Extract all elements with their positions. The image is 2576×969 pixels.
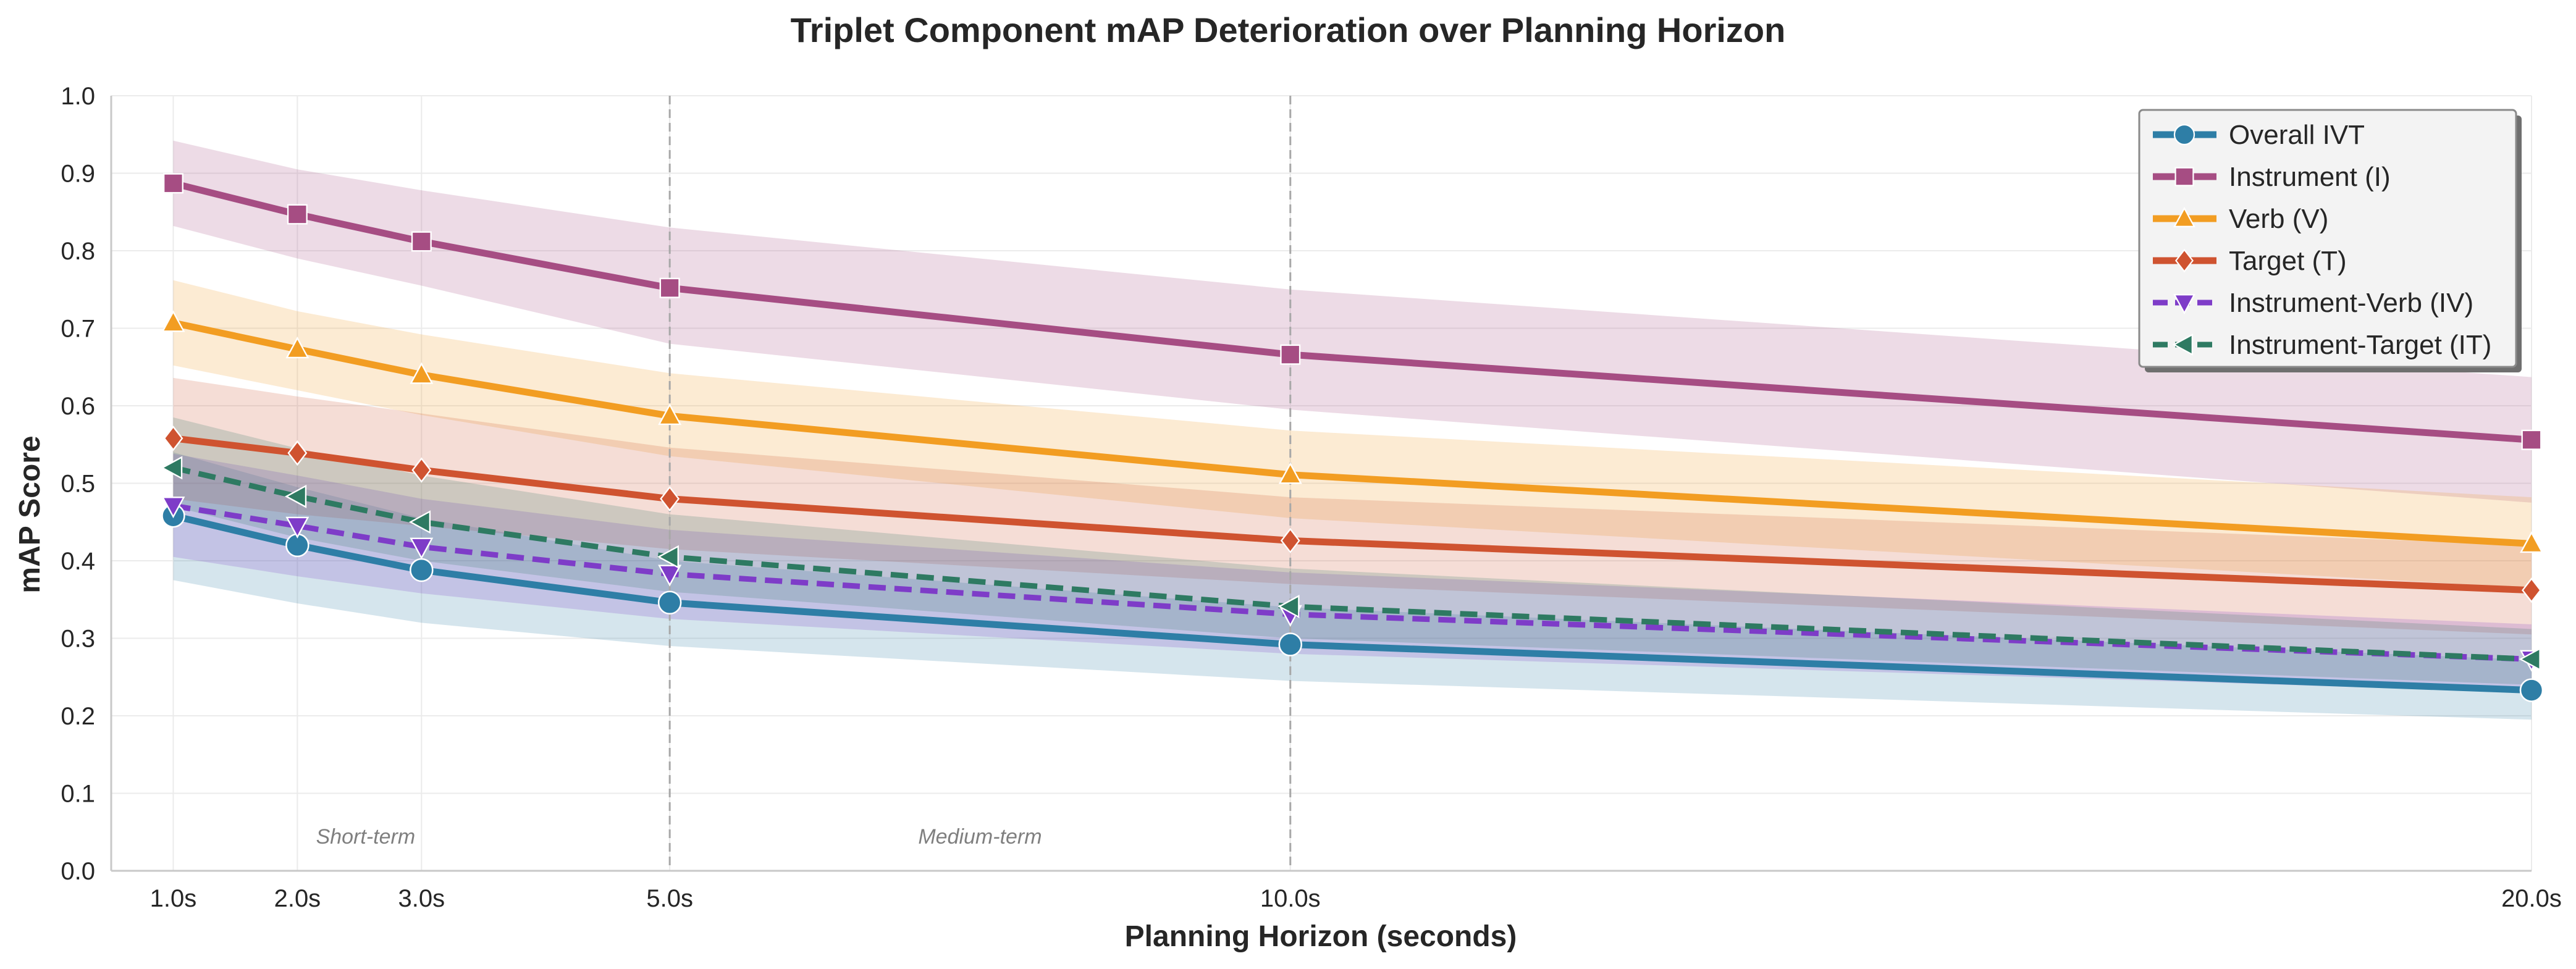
data-point (1280, 344, 1301, 365)
series-line-0 (169, 512, 2535, 694)
legend-label: Overall IVT (2229, 120, 2365, 150)
y-tick-label: 0.5 (61, 471, 95, 498)
series-line-3 (169, 435, 2535, 594)
data-point (1277, 595, 1300, 619)
legend-marker (2174, 248, 2194, 273)
legend-label: Target (T) (2229, 246, 2347, 276)
data-point (658, 564, 682, 587)
data-point (411, 457, 432, 483)
legend-label: Instrument-Target (IT) (2229, 330, 2491, 360)
data-point (660, 485, 680, 512)
y-tick-label: 1.0 (61, 83, 95, 110)
legend: Overall IVT Instrument (I) Verb (V) Target … (2138, 109, 2522, 372)
data-point (657, 590, 682, 615)
band-0 (173, 452, 2532, 720)
data-point (410, 558, 434, 582)
band-5 (173, 417, 2532, 685)
legend-marker (2173, 206, 2195, 227)
legend-marker (2173, 294, 2195, 315)
x-tick-labels: 1.0s 2.0s 3.0s 5.0s 10.0s 20.0s (150, 885, 2562, 912)
data-point (163, 426, 183, 451)
y-tick-label: 0.4 (61, 548, 95, 575)
legend-marker (2173, 124, 2195, 146)
data-point (285, 337, 309, 359)
y-tick-label: 0.9 (61, 161, 95, 188)
x-tick-label: 2.0s (274, 885, 321, 912)
band-3 (173, 377, 2532, 635)
y-tick-label: 0.7 (61, 316, 95, 343)
data-point (659, 277, 680, 298)
data-point (2521, 429, 2542, 450)
y-axis-title: mAP Score (14, 435, 46, 593)
x-tick-label: 3.0s (398, 885, 445, 912)
series-line-5 (172, 465, 2532, 662)
annotation-label: Medium-term (918, 825, 1042, 849)
data-point (657, 545, 679, 569)
data-point (161, 456, 183, 480)
series-markers (161, 173, 2544, 702)
data-point (287, 204, 308, 225)
legend-box (2138, 109, 2517, 368)
data-point (2522, 577, 2541, 603)
band-1 (173, 140, 2532, 503)
x-tick-label: 10.0s (1260, 885, 1321, 912)
data-point (287, 440, 308, 466)
y-tick-label: 0.2 (61, 703, 95, 730)
data-point (285, 484, 307, 508)
x-axis-title: Planning Horizon (seconds) (1125, 920, 1517, 953)
series-lines (169, 180, 2535, 694)
data-point (410, 362, 434, 384)
axes (110, 96, 2532, 872)
legend-label: Instrument-Verb (IV) (2229, 288, 2473, 318)
data-point (2519, 678, 2544, 702)
annotation-label: Short-term (316, 825, 416, 849)
y-tick-labels: 0.0 0.1 0.2 0.3 0.4 0.5 0.6 0.7 0.8 0.9 1.0 (61, 83, 95, 885)
y-tick-label: 0.3 (61, 626, 95, 653)
x-tick-label: 1.0s (150, 885, 197, 912)
legend-marker (2174, 167, 2194, 187)
series-line-1 (169, 180, 2535, 443)
y-tick-label: 0.6 (61, 393, 95, 420)
data-point (1280, 527, 1300, 554)
legend-label: Instrument (I) (2229, 162, 2391, 192)
data-point (161, 497, 185, 519)
x-tick-label: 5.0s (646, 885, 693, 912)
legend-label: Verb (V) (2229, 204, 2328, 234)
chart-title: Triplet Component mAP Deterioration over… (791, 10, 1786, 49)
data-point (411, 231, 432, 252)
data-point (162, 173, 183, 194)
y-tick-label: 0.8 (61, 238, 95, 265)
data-point (161, 310, 185, 332)
series-line-2 (169, 319, 2535, 547)
annotations: Short-term Medium-term (316, 825, 1042, 849)
data-point (2519, 647, 2541, 671)
data-point (408, 510, 431, 534)
series-line-4 (172, 503, 2532, 662)
x-tick-label: 20.0s (2501, 885, 2562, 912)
data-point (1278, 462, 1302, 484)
legend-marker (2172, 333, 2193, 356)
data-point (658, 403, 682, 426)
data-point (2520, 531, 2543, 553)
data-point (1278, 632, 1303, 656)
data-point (285, 516, 309, 539)
y-tick-label: 0.1 (61, 781, 95, 808)
data-point (410, 537, 434, 560)
y-tick-label: 0.0 (61, 858, 95, 885)
